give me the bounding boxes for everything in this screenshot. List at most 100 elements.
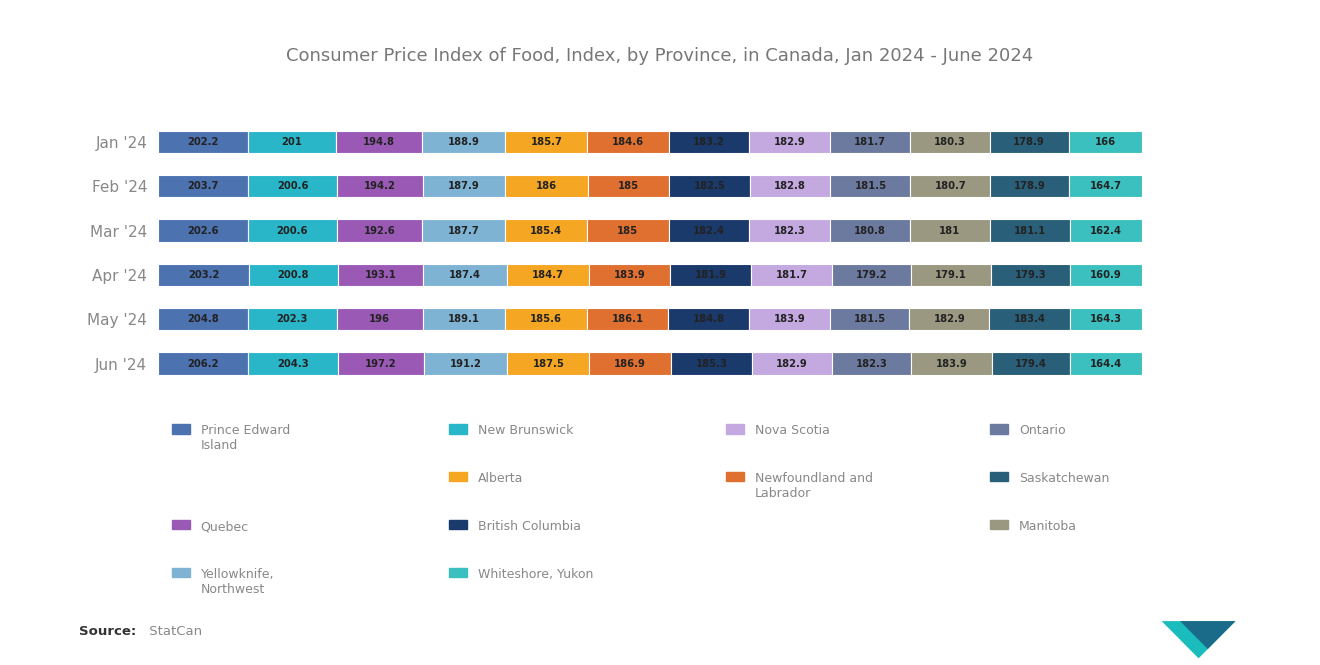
Text: Consumer Price Index of Food, Index, by Province, in Canada, Jan 2024 - June 202: Consumer Price Index of Food, Index, by … [286,47,1034,65]
Bar [506,175,587,198]
Text: 187.7: 187.7 [447,225,479,235]
Text: 185.6: 185.6 [531,314,562,325]
Bar [337,131,422,153]
Bar [422,175,506,198]
Text: 180.8: 180.8 [854,225,886,235]
Bar [832,352,911,374]
Text: British Columbia: British Columbia [478,520,581,533]
Bar [1071,264,1142,286]
Text: 178.9: 178.9 [1014,137,1045,147]
Text: 194.2: 194.2 [364,181,396,192]
Text: 183.9: 183.9 [936,358,968,368]
Text: Manitoba: Manitoba [1019,520,1077,533]
Bar [991,264,1071,286]
Text: 182.9: 182.9 [933,314,965,325]
Text: 179.1: 179.1 [935,270,968,280]
Text: 203.2: 203.2 [187,270,219,280]
Bar [587,131,669,153]
Text: 187.4: 187.4 [449,270,480,280]
Text: 182.3: 182.3 [855,358,887,368]
Text: Newfoundland and
Labrador: Newfoundland and Labrador [755,472,873,500]
Bar [507,264,589,286]
Bar [338,352,424,374]
Bar [587,219,669,241]
Text: 186: 186 [536,181,557,192]
Bar [990,308,1069,331]
Text: 200.6: 200.6 [277,225,308,235]
Text: 183.4: 183.4 [1014,314,1045,325]
Text: 196: 196 [370,314,391,325]
Bar [990,131,1069,153]
Text: 185.4: 185.4 [529,225,562,235]
Bar [750,308,830,331]
Text: 202.6: 202.6 [187,225,219,235]
Bar [248,308,337,331]
Bar [750,219,830,241]
Bar [671,352,752,374]
Bar [507,352,589,374]
Text: 193.1: 193.1 [364,270,396,280]
Text: 185: 185 [618,181,639,192]
Text: New Brunswick: New Brunswick [478,424,573,438]
Text: 182.9: 182.9 [776,358,808,368]
Bar [830,175,911,198]
Text: 182.9: 182.9 [774,137,805,147]
Text: 166: 166 [1094,137,1115,147]
Text: 204.8: 204.8 [187,314,219,325]
Bar [422,308,506,331]
Text: Prince Edward
Island: Prince Edward Island [201,424,290,452]
Text: 164.7: 164.7 [1089,181,1122,192]
Text: 206.2: 206.2 [187,358,219,368]
Bar [750,175,830,198]
Text: 202.2: 202.2 [187,137,219,147]
Text: Yellowknife,
Northwest: Yellowknife, Northwest [201,568,275,596]
Text: Source:: Source: [79,625,136,638]
Text: 182.4: 182.4 [693,225,725,235]
Text: 187.5: 187.5 [532,358,564,368]
Text: 192.6: 192.6 [363,225,395,235]
Bar [587,175,669,198]
Bar [248,131,337,153]
Bar [909,219,990,241]
Bar [909,308,990,331]
Bar [671,264,751,286]
Text: 189.1: 189.1 [447,314,480,325]
Bar [750,131,830,153]
Text: 200.8: 200.8 [277,270,309,280]
Bar [830,131,911,153]
Text: 191.2: 191.2 [450,358,482,368]
Bar [158,131,248,153]
Text: 181.7: 181.7 [775,270,808,280]
Bar [589,352,671,374]
Polygon shape [1162,621,1236,658]
Text: 183.9: 183.9 [614,270,645,280]
Bar [1071,219,1142,241]
Bar [669,131,750,153]
Bar [990,219,1071,241]
Bar [832,264,911,286]
Bar [248,264,338,286]
Text: Quebec: Quebec [201,520,248,533]
Text: 160.9: 160.9 [1090,270,1122,280]
Bar [830,219,909,241]
Bar [911,131,990,153]
Text: Nova Scotia: Nova Scotia [755,424,830,438]
Bar [1069,131,1142,153]
Bar [422,219,504,241]
Text: 183.2: 183.2 [693,137,725,147]
Bar [158,308,248,331]
Text: 187.9: 187.9 [447,181,480,192]
Text: 180.7: 180.7 [935,181,966,192]
Bar [1069,175,1142,198]
Bar [589,264,671,286]
Text: 182.3: 182.3 [774,225,805,235]
Bar [337,175,422,198]
Bar [504,219,587,241]
Text: 185.3: 185.3 [696,358,727,368]
Text: 188.9: 188.9 [447,137,479,147]
Text: 185: 185 [618,225,639,235]
Text: Alberta: Alberta [478,472,523,485]
Bar [911,175,990,198]
Text: 202.3: 202.3 [277,314,308,325]
Bar [669,175,750,198]
